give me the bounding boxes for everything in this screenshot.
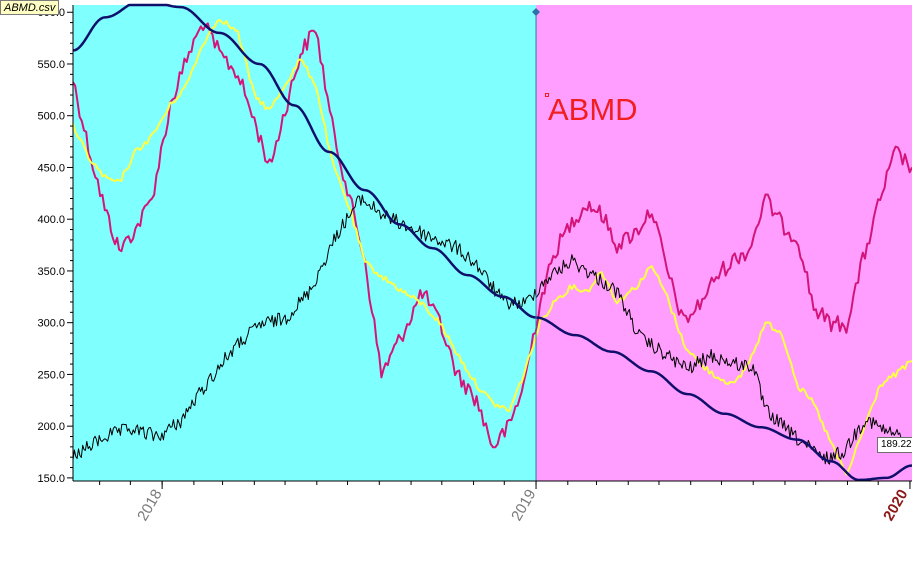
panel-left-background: [73, 5, 537, 481]
background-regions: [73, 5, 912, 481]
series-line-magenta: [72, 22, 912, 449]
last-price-label: 189.22: [877, 437, 912, 453]
symbol-anchor-marker: [545, 93, 549, 97]
series-line-yellow: [72, 18, 912, 476]
series-line-cycle: [72, 3, 912, 482]
y-axis-ticks: 150.0 200.0 250.0 300.0 350.0 400.0 450.0 500.0…: [37, 7, 73, 485]
y-tick-label: 400.0: [37, 214, 65, 226]
panel-right-background: [536, 5, 912, 481]
y-tick-label: 350.0: [37, 266, 65, 278]
file-name-tag: ABMD.csv: [0, 0, 60, 15]
y-tick-label: 250.0: [37, 369, 65, 381]
series-layer: [72, 3, 912, 482]
x-tick-label: 2019: [508, 487, 539, 524]
divider-marker[interactable]: [532, 8, 541, 16]
y-tick-label: 300.0: [37, 318, 65, 330]
y-tick-label: 150.0: [37, 473, 65, 485]
symbol-label: ABMD: [548, 92, 638, 127]
y-tick-label: 450.0: [37, 162, 65, 174]
x-tick-label: 2020: [880, 487, 911, 524]
y-tick-label: 200.0: [37, 421, 65, 433]
x-axis-ticks: 2018 2019 2020: [99, 481, 911, 524]
y-tick-label: 500.0: [37, 111, 65, 123]
series-line-price: [72, 194, 905, 465]
y-tick-label: 550.0: [37, 59, 65, 71]
x-tick-label: 2018: [134, 487, 165, 524]
